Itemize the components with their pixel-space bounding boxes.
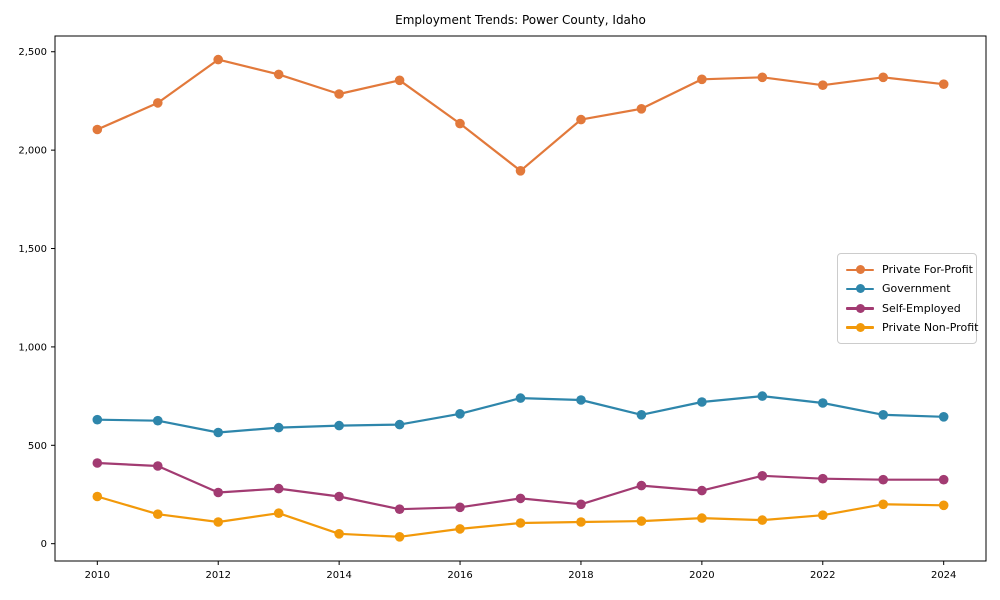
x-axis-tick-label: 2018 <box>568 570 593 581</box>
series-point-government <box>92 414 103 425</box>
line-marker-icon <box>846 322 874 332</box>
series-point-self-employed <box>938 474 949 485</box>
x-axis-tick-label: 2010 <box>85 570 110 581</box>
legend-row-self-employed: Self-Employed <box>846 299 968 318</box>
series-point-private-non-profit <box>455 524 465 534</box>
y-axis-tick-label: 500 <box>28 441 47 452</box>
y-axis-tick-label: 2,500 <box>18 47 47 58</box>
series-point-self-employed <box>636 480 647 491</box>
series-point-government <box>757 391 768 401</box>
legend: Private For-Profit Government Self-Emplo… <box>837 253 978 344</box>
series-point-self-employed <box>153 461 163 471</box>
series-point-private-non-profit <box>334 529 344 539</box>
series-point-government <box>878 410 888 420</box>
line-marker-icon <box>846 284 874 294</box>
y-axis-tick-label: 1,500 <box>18 244 47 255</box>
series-point-government <box>273 422 284 433</box>
series-point-private-for-profit <box>636 104 647 114</box>
series-point-private-for-profit <box>757 72 768 83</box>
series-point-private-non-profit <box>153 509 163 519</box>
series-point-private-for-profit <box>455 118 465 129</box>
series-point-self-employed <box>576 499 586 510</box>
legend-row-private-non-profit: Private Non-Profit <box>846 318 978 337</box>
series-point-private-non-profit <box>636 516 647 526</box>
series-point-self-employed <box>697 485 707 496</box>
series-point-private-non-profit <box>576 517 586 527</box>
series-point-self-employed <box>394 504 405 514</box>
x-axis-tick-label: 2024 <box>931 570 956 581</box>
series-point-private-non-profit <box>394 532 405 542</box>
series-point-private-non-profit <box>697 513 707 523</box>
chart-title: Employment Trends: Power County, Idaho <box>395 13 646 27</box>
line-marker-icon <box>846 303 874 313</box>
legend-label: Private Non-Profit <box>882 320 979 334</box>
series-point-private-for-profit <box>938 79 949 89</box>
series-point-government <box>153 415 163 426</box>
series-point-government <box>818 398 828 408</box>
legend-label: Self-Employed <box>882 301 961 315</box>
y-axis-tick-label: 0 <box>41 539 47 550</box>
series-point-private-non-profit <box>757 515 768 525</box>
plot-border <box>54 35 987 562</box>
series-point-self-employed <box>213 487 223 498</box>
series-point-self-employed <box>455 502 465 513</box>
series-point-government <box>515 393 526 403</box>
series-point-private-non-profit <box>273 508 284 518</box>
series-point-government <box>213 427 223 438</box>
series-point-private-non-profit <box>92 491 103 502</box>
series-point-private-for-profit <box>394 75 405 86</box>
series-point-private-non-profit <box>878 499 888 510</box>
x-axis-tick-label: 2014 <box>326 570 351 581</box>
series-point-self-employed <box>818 473 828 484</box>
series-point-government <box>697 397 707 407</box>
series-point-self-employed <box>515 493 526 504</box>
series-point-private-non-profit <box>818 510 828 520</box>
series-point-private-for-profit <box>334 89 344 99</box>
legend-label: Government <box>882 282 951 296</box>
series-point-private-non-profit <box>213 517 223 527</box>
series-point-private-for-profit <box>697 74 707 85</box>
series-point-private-for-profit <box>576 114 586 125</box>
series-point-private-for-profit <box>273 69 284 80</box>
legend-row-government: Government <box>846 279 968 298</box>
y-axis-tick-label: 2,000 <box>18 146 47 157</box>
x-axis-tick-label: 2012 <box>206 570 231 581</box>
series-point-private-for-profit <box>92 124 103 135</box>
series-point-self-employed <box>273 483 284 494</box>
series-point-private-for-profit <box>213 54 223 65</box>
legend-label: Private For-Profit <box>882 263 973 277</box>
series-point-government <box>938 412 949 422</box>
series-point-government <box>636 410 647 420</box>
series-point-government <box>576 395 586 405</box>
series-point-private-for-profit <box>515 166 526 176</box>
series-point-self-employed <box>92 458 103 468</box>
series-point-government <box>334 420 344 431</box>
series-point-self-employed <box>757 471 768 481</box>
y-axis-tick-label: 1,000 <box>18 342 47 353</box>
legend-row-private-for-profit: Private For-Profit <box>846 260 973 279</box>
series-point-private-non-profit <box>515 518 526 528</box>
series-point-private-for-profit <box>153 98 163 108</box>
series-point-government <box>455 409 465 419</box>
x-axis-tick-label: 2016 <box>447 570 472 581</box>
series-point-private-for-profit <box>818 80 828 90</box>
x-axis-tick-label: 2020 <box>689 570 714 581</box>
series-point-self-employed <box>878 474 888 485</box>
line-marker-icon <box>846 265 874 275</box>
series-point-private-non-profit <box>938 500 949 511</box>
series-point-private-for-profit <box>878 72 888 83</box>
series-point-government <box>394 419 405 430</box>
x-axis-tick-label: 2022 <box>810 570 835 581</box>
series-point-self-employed <box>334 491 344 502</box>
